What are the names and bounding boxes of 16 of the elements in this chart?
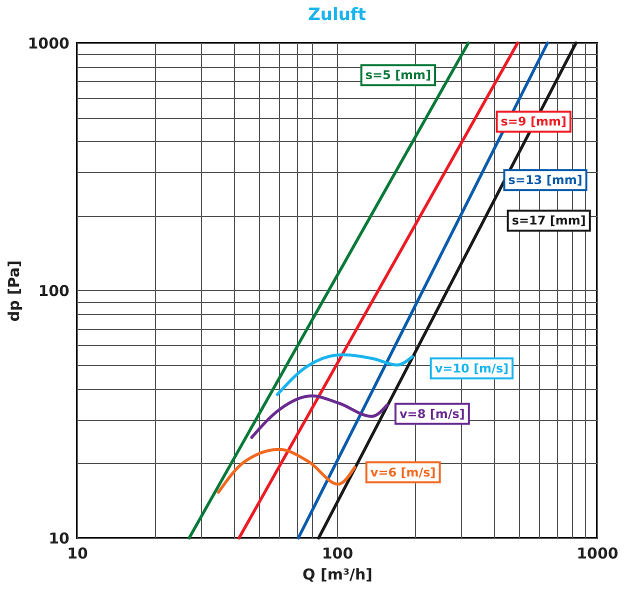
series-label: s=9 [mm] (500, 114, 566, 129)
chart-title: Zuluft (308, 5, 366, 25)
series-label: v=8 [m/s] (399, 406, 465, 421)
x-axis-title: Q [m³/h] (302, 566, 373, 584)
x-tick-label: 100 (322, 544, 354, 562)
series-label: v=6 [m/s] (370, 465, 436, 480)
series-label: s=5 [mm] (365, 68, 432, 82)
y-axis-title: dp [Pa] (4, 260, 23, 322)
series-label: v=10 [m/s] (434, 361, 509, 376)
x-tick-label: 1000 (576, 544, 618, 562)
series-label: s=17 [mm] (512, 214, 586, 228)
y-tick-label: 1000 (28, 34, 70, 52)
x-tick-label: 10 (67, 544, 88, 562)
y-tick-label: 100 (38, 282, 70, 300)
y-tick-label: 10 (48, 530, 70, 548)
series-label: s=13 [mm] (508, 173, 582, 188)
